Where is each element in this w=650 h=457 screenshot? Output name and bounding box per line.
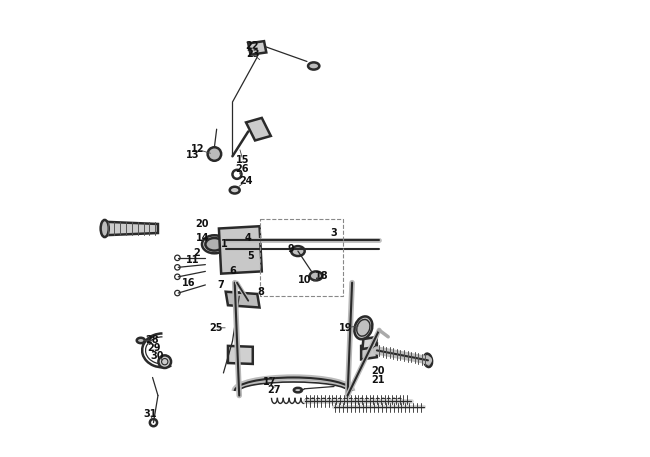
Ellipse shape: [291, 246, 305, 256]
Ellipse shape: [424, 354, 432, 367]
Text: 6: 6: [229, 266, 236, 276]
Text: 28: 28: [146, 335, 159, 345]
Text: 16: 16: [181, 278, 195, 287]
Polygon shape: [104, 222, 158, 235]
Text: 2: 2: [193, 248, 200, 258]
Polygon shape: [248, 41, 266, 55]
Text: 13: 13: [186, 150, 200, 160]
Text: 14: 14: [196, 233, 209, 243]
Text: 15: 15: [236, 155, 250, 165]
Polygon shape: [219, 226, 262, 274]
Text: 5: 5: [247, 250, 254, 260]
Text: 26: 26: [235, 164, 249, 174]
Ellipse shape: [229, 187, 240, 193]
Text: 9: 9: [288, 244, 294, 254]
Ellipse shape: [101, 220, 109, 237]
Ellipse shape: [202, 235, 227, 253]
Text: 20: 20: [372, 366, 385, 376]
Text: 7: 7: [218, 280, 224, 290]
Text: 23: 23: [246, 49, 259, 59]
Text: 20: 20: [196, 219, 209, 229]
Text: 18: 18: [315, 271, 328, 281]
Text: 4: 4: [245, 233, 252, 243]
Ellipse shape: [354, 316, 372, 339]
Polygon shape: [228, 346, 253, 364]
Text: 1: 1: [222, 239, 228, 250]
Text: 31: 31: [143, 409, 157, 419]
Text: 10: 10: [298, 276, 311, 286]
Ellipse shape: [205, 238, 224, 250]
Ellipse shape: [308, 62, 319, 69]
Circle shape: [236, 292, 242, 298]
Text: 22: 22: [245, 41, 259, 51]
Text: 19: 19: [339, 323, 352, 333]
Text: 3: 3: [331, 228, 337, 238]
Ellipse shape: [294, 388, 302, 393]
Text: 25: 25: [209, 323, 222, 333]
Text: 21: 21: [372, 375, 385, 385]
Text: 17: 17: [263, 377, 277, 387]
Polygon shape: [246, 118, 271, 140]
Text: 24: 24: [239, 176, 253, 186]
Text: 29: 29: [148, 343, 161, 353]
Circle shape: [159, 356, 171, 368]
Text: 12: 12: [191, 144, 205, 154]
Text: 11: 11: [187, 255, 200, 265]
Text: 8: 8: [257, 287, 265, 297]
Ellipse shape: [309, 271, 322, 281]
Text: 27: 27: [268, 385, 281, 395]
Polygon shape: [361, 344, 377, 359]
Polygon shape: [363, 337, 377, 349]
Text: 30: 30: [150, 351, 164, 361]
Polygon shape: [226, 292, 259, 308]
Ellipse shape: [136, 338, 145, 343]
Circle shape: [207, 147, 221, 161]
